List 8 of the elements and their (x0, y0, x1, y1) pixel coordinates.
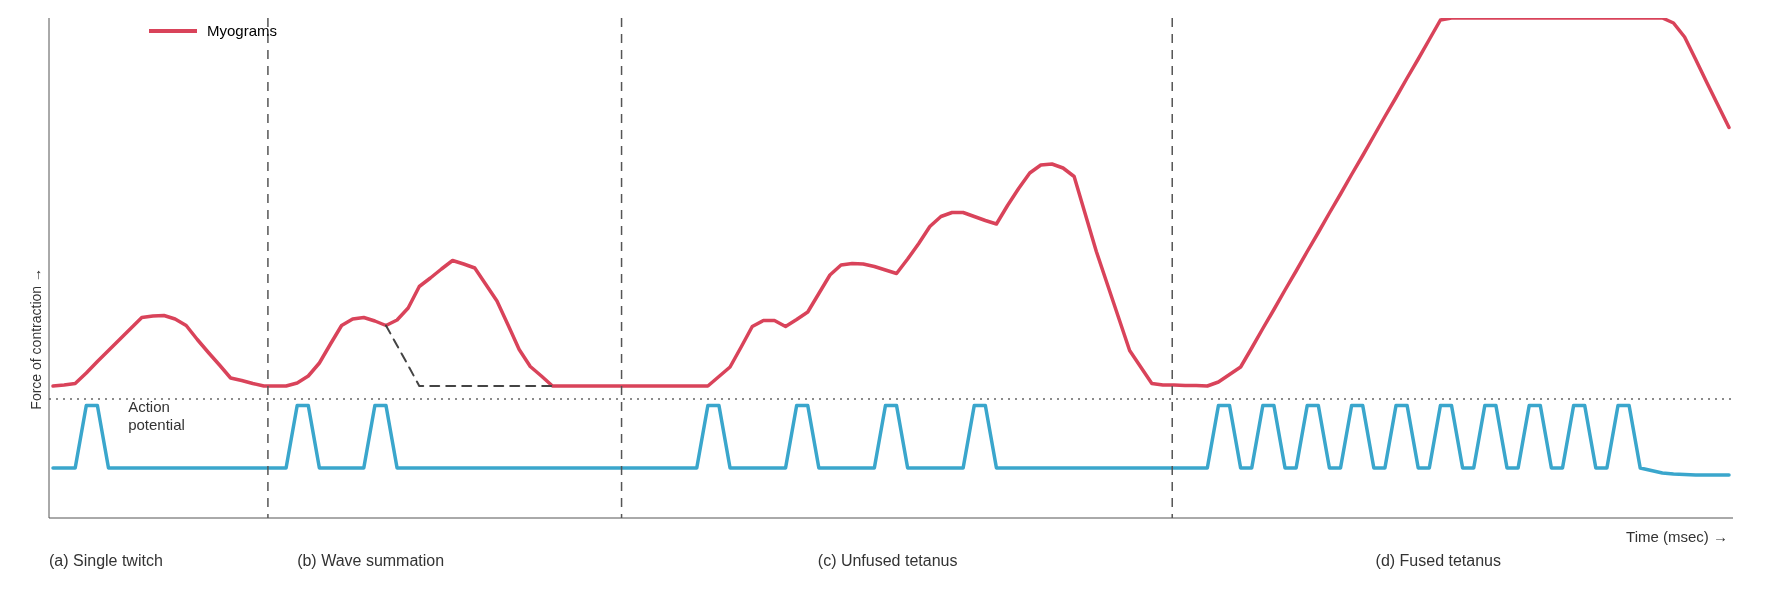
text: (c) Unfused tetanus (816, 552, 959, 570)
y-axis-title: Force of contraction → (27, 268, 44, 410)
legend-label: Myograms (207, 22, 278, 39)
x-axis-title: Time (msec) → (1626, 528, 1728, 545)
text: (a) Single twitch (49, 552, 164, 570)
annotation: Action potential (128, 398, 186, 434)
text: (b) Wave summation (296, 552, 446, 570)
text: (d) Fused tetanus (1374, 552, 1502, 570)
